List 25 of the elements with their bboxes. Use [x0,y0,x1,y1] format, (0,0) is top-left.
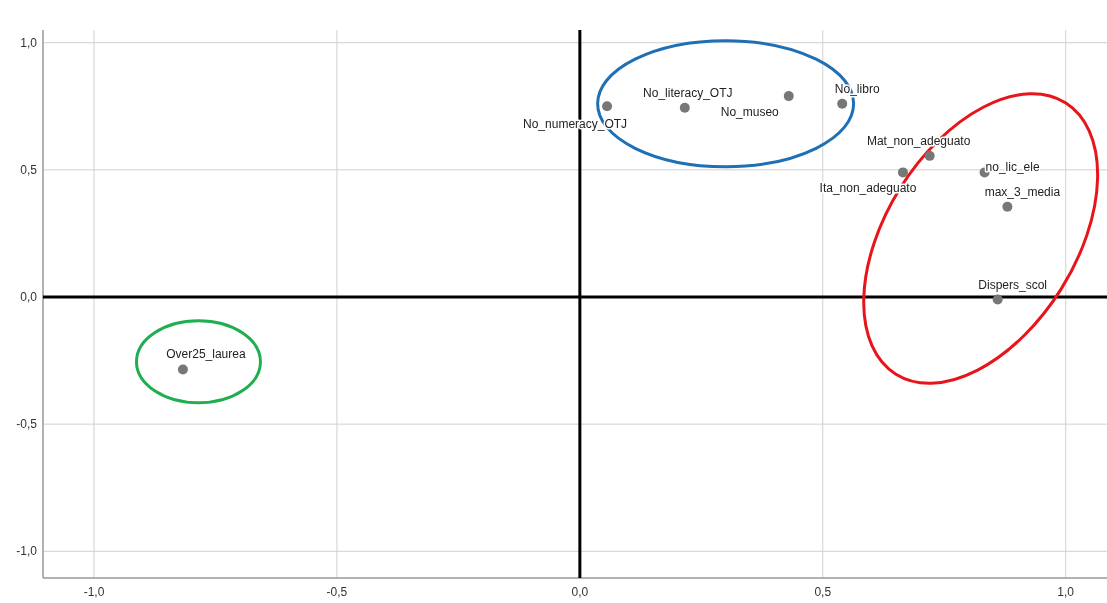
point [1002,201,1013,212]
y-tick-label: 0,5 [20,162,38,177]
point [177,364,188,375]
y-tick-label: -0,5 [16,417,38,432]
annotation: No_museo [720,105,780,120]
point [679,102,690,113]
y-tick-label: 0,0 [20,290,38,305]
point [837,98,848,109]
x-tick-label: -0,5 [326,585,348,599]
annotation: Dispers_scol [978,277,1048,292]
point [897,167,908,178]
x-tick-label: 1,0 [1057,585,1075,599]
x-tick-label: 0,5 [814,585,832,599]
annotation: Over25_laurea [166,346,246,361]
point [783,91,794,102]
y-tick-label: -1,0 [16,544,38,559]
annotation: No_literacy_OTJ [643,85,733,100]
point [602,101,613,112]
annotation: max_3_media [984,184,1061,199]
point [924,150,935,161]
point [992,294,1003,305]
annotation: no_lic_ele [985,159,1040,174]
y-tick-label: 1,0 [20,35,38,50]
x-tick-label: 0,0 [571,585,589,599]
x-tick-label: -1,0 [83,585,105,599]
